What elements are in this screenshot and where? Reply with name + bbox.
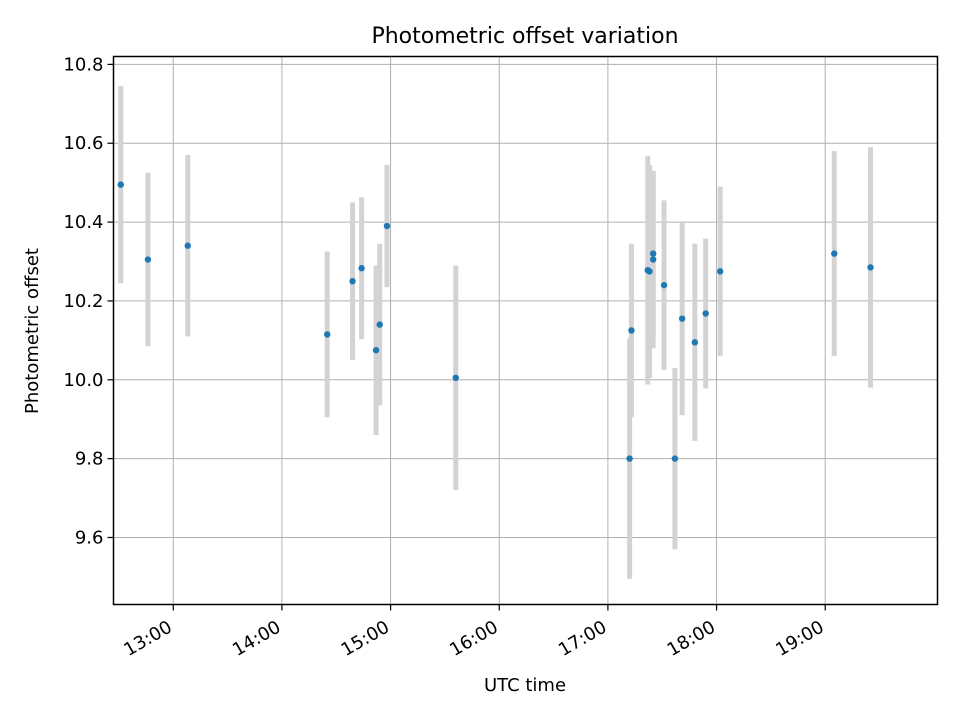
data-point bbox=[716, 268, 724, 275]
plot-frame bbox=[112, 55, 939, 606]
data-point bbox=[452, 374, 459, 382]
data-point bbox=[867, 264, 874, 271]
data-point bbox=[646, 268, 653, 275]
y-tick-label: 10.8 bbox=[63, 54, 103, 75]
data-point bbox=[660, 281, 668, 289]
data-point bbox=[349, 278, 356, 285]
data-point bbox=[671, 455, 679, 462]
data-point bbox=[691, 339, 699, 346]
y-axis-label: Photometric offset bbox=[22, 248, 43, 414]
data-points bbox=[117, 181, 874, 462]
chart-title: Photometric offset variation bbox=[371, 24, 678, 49]
data-point bbox=[649, 250, 657, 257]
data-point bbox=[628, 327, 635, 334]
data-point bbox=[323, 331, 331, 338]
data-point bbox=[649, 256, 657, 263]
y-tick-label: 9.6 bbox=[75, 527, 104, 548]
y-tick-label: 10.6 bbox=[63, 133, 103, 154]
y-tick-label: 9.8 bbox=[75, 449, 104, 470]
data-point bbox=[144, 256, 152, 263]
x-axis-label: UTC time bbox=[484, 675, 566, 696]
data-point bbox=[117, 181, 124, 188]
data-point bbox=[372, 347, 380, 354]
data-point bbox=[678, 315, 686, 322]
data-point bbox=[184, 242, 191, 249]
data-point bbox=[376, 321, 383, 328]
data-point bbox=[358, 265, 365, 272]
data-point bbox=[383, 222, 391, 230]
grid bbox=[113, 56, 938, 605]
data-point bbox=[702, 310, 709, 317]
data-point bbox=[626, 455, 633, 462]
y-tick-label: 10.4 bbox=[63, 212, 103, 233]
data-point bbox=[831, 250, 838, 257]
y-tick-label: 10.2 bbox=[63, 291, 103, 312]
y-axis: 9.6 9.8 10.0 10.2 10.4 10.6 10.8 bbox=[63, 54, 114, 548]
y-tick-label: 10.0 bbox=[63, 370, 103, 391]
